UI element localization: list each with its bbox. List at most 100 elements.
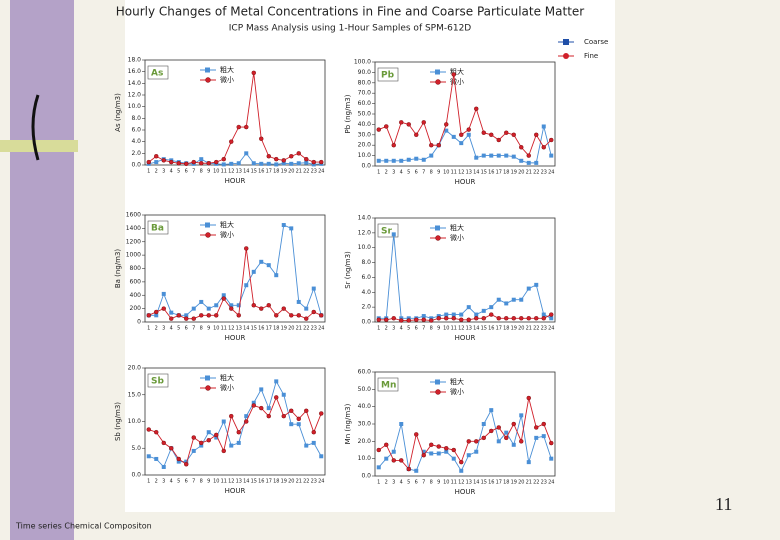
data-point bbox=[229, 443, 234, 448]
data-point bbox=[466, 439, 471, 444]
data-point bbox=[549, 153, 554, 158]
data-point bbox=[511, 154, 516, 159]
x-tick-label: 6 bbox=[415, 326, 418, 332]
x-tick-label: 2 bbox=[385, 480, 388, 486]
data-point bbox=[549, 312, 554, 317]
y-axis-label: Ba (ng/m3) bbox=[114, 249, 122, 289]
x-tick-label: 22 bbox=[533, 170, 539, 176]
data-point bbox=[391, 458, 396, 463]
data-point bbox=[214, 313, 219, 318]
element-label: Sb bbox=[151, 377, 164, 387]
data-point bbox=[466, 127, 471, 132]
x-tick-label: 16 bbox=[488, 480, 494, 486]
x-tick-label: 24 bbox=[318, 479, 324, 485]
data-point bbox=[214, 432, 219, 438]
data-point bbox=[274, 156, 279, 162]
data-point bbox=[511, 421, 516, 427]
x-tick-label: 5 bbox=[177, 479, 180, 485]
data-point bbox=[236, 303, 241, 308]
data-point bbox=[541, 124, 546, 129]
data-point bbox=[481, 422, 486, 426]
data-point bbox=[519, 297, 524, 302]
data-point bbox=[421, 120, 426, 125]
data-point bbox=[154, 430, 159, 435]
data-point bbox=[436, 316, 441, 321]
x-tick-label: 5 bbox=[407, 170, 410, 176]
x-tick-label: 19 bbox=[281, 169, 287, 175]
y-tick-label: 4.0 bbox=[361, 289, 371, 296]
y-tick-label: 5.0 bbox=[131, 445, 141, 452]
data-point bbox=[221, 162, 226, 167]
data-point bbox=[534, 160, 539, 165]
data-point bbox=[451, 456, 456, 461]
data-point bbox=[176, 459, 181, 464]
x-tick-label: 4 bbox=[400, 480, 403, 486]
data-point bbox=[199, 440, 204, 446]
data-point bbox=[236, 430, 241, 435]
data-point bbox=[296, 161, 301, 166]
y-tick-label: 20.0 bbox=[358, 438, 372, 445]
y-tick-label: 18.0 bbox=[128, 57, 142, 64]
x-tick-label: 9 bbox=[437, 326, 440, 332]
x-tick-label: 2 bbox=[385, 170, 388, 176]
plot-frame bbox=[144, 59, 326, 166]
data-point bbox=[161, 291, 166, 296]
element-label: Pb bbox=[381, 71, 395, 81]
data-point bbox=[146, 159, 151, 165]
data-point bbox=[296, 299, 301, 304]
x-tick-label: 16 bbox=[258, 479, 264, 485]
data-point bbox=[311, 162, 316, 167]
data-point bbox=[176, 313, 181, 318]
data-point bbox=[391, 158, 396, 163]
data-point bbox=[429, 142, 434, 148]
data-point bbox=[266, 154, 271, 159]
data-point bbox=[549, 137, 554, 143]
x-tick-label: 19 bbox=[511, 326, 517, 332]
data-point bbox=[444, 316, 449, 321]
legend-label: Coarse bbox=[584, 38, 608, 46]
x-tick-label: 7 bbox=[192, 326, 195, 332]
x-axis-label: HOUR bbox=[225, 334, 246, 342]
x-tick-label: 12 bbox=[228, 479, 234, 485]
data-point bbox=[184, 462, 189, 467]
data-point bbox=[191, 316, 196, 321]
data-point bbox=[541, 312, 546, 317]
legend-label: 粗大 bbox=[450, 223, 464, 232]
x-axis-label: HOUR bbox=[225, 487, 246, 495]
data-point bbox=[429, 451, 434, 456]
data-point bbox=[176, 161, 181, 166]
legend-label: 粗大 bbox=[450, 67, 464, 76]
data-point bbox=[549, 440, 554, 446]
data-point bbox=[221, 448, 226, 454]
data-point bbox=[214, 159, 219, 165]
y-tick-label: 40.0 bbox=[358, 403, 372, 410]
x-tick-label: 10 bbox=[443, 170, 449, 176]
data-point bbox=[266, 161, 271, 166]
data-point bbox=[229, 306, 234, 311]
page-number: 11 bbox=[715, 494, 732, 514]
data-point bbox=[534, 282, 539, 287]
data-point bbox=[459, 459, 464, 465]
data-point bbox=[534, 132, 539, 138]
data-point bbox=[236, 440, 241, 445]
x-tick-label: 1 bbox=[377, 170, 380, 176]
data-point bbox=[541, 421, 546, 427]
x-tick-label: 24 bbox=[548, 480, 554, 486]
x-tick-label: 20 bbox=[518, 480, 524, 486]
data-point bbox=[391, 232, 396, 237]
data-point bbox=[436, 314, 441, 319]
y-tick-label: 6.0 bbox=[131, 127, 141, 134]
x-tick-label: 18 bbox=[273, 169, 279, 175]
x-tick-label: 7 bbox=[192, 479, 195, 485]
data-point bbox=[289, 226, 294, 231]
side-bar bbox=[10, 0, 74, 540]
data-point bbox=[206, 313, 211, 318]
data-point bbox=[221, 293, 226, 298]
data-point bbox=[384, 158, 389, 163]
data-point bbox=[244, 246, 249, 251]
x-tick-label: 19 bbox=[511, 170, 517, 176]
accent-strip bbox=[0, 140, 78, 152]
legend-label: 微小 bbox=[220, 383, 234, 392]
data-point bbox=[526, 395, 531, 401]
